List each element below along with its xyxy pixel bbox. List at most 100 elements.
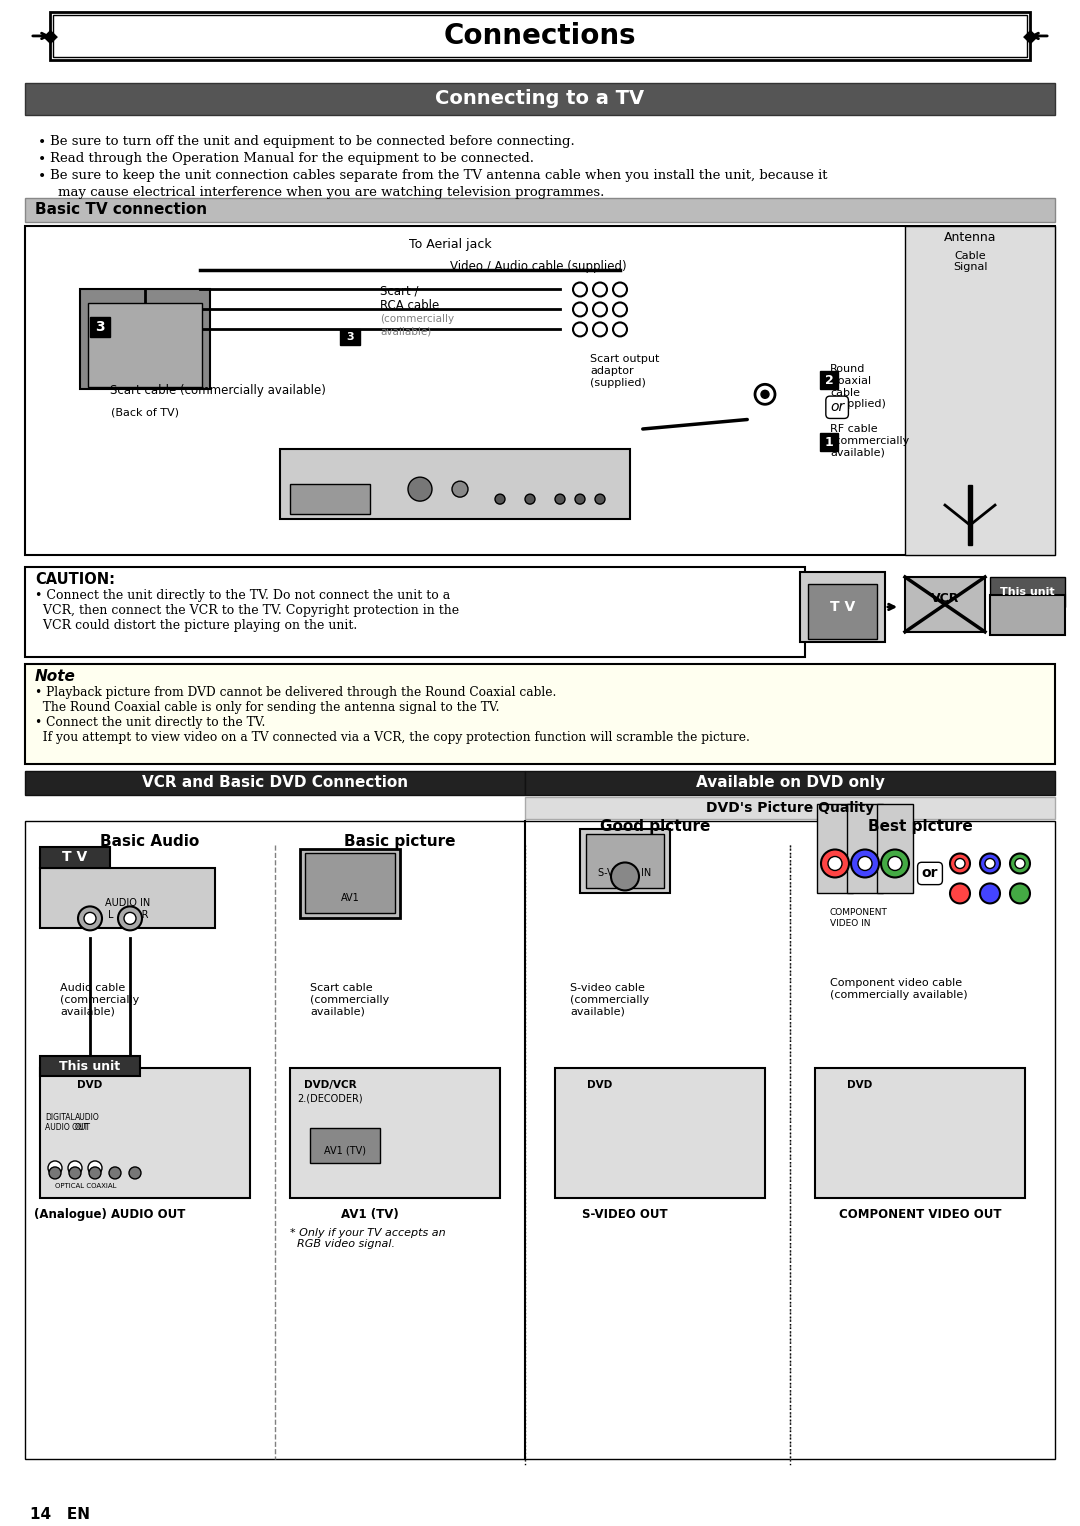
Text: • Connect the unit directly to the TV. Do not connect the unit to a
  VCR, then : • Connect the unit directly to the TV. D… [35,589,459,632]
Circle shape [87,1161,102,1175]
Circle shape [851,850,879,877]
Circle shape [555,494,565,504]
Circle shape [980,884,1000,903]
Text: DVD's Picture Quality: DVD's Picture Quality [706,801,874,815]
Circle shape [89,1167,102,1180]
Bar [808,584,877,639]
Text: ◆: ◆ [1023,26,1038,46]
Circle shape [48,1161,62,1175]
Text: (commercially
available): (commercially available) [380,314,454,336]
Circle shape [573,322,588,336]
Bar [53,15,1027,56]
Bar [50,12,1030,60]
Circle shape [593,302,607,316]
Text: Basic Audio: Basic Audio [100,833,200,848]
Bar [25,771,525,795]
Text: S-video cable
(commercially
available): S-video cable (commercially available) [570,983,649,1016]
Bar [990,595,1065,635]
Circle shape [821,850,849,877]
Text: Scart output
adaptor
(supplied): Scart output adaptor (supplied) [590,354,660,388]
Text: or: or [831,400,845,414]
Circle shape [613,322,627,336]
Text: Note: Note [35,668,76,684]
Text: Video / Audio cable (supplied): Video / Audio cable (supplied) [450,259,626,273]
Circle shape [881,850,909,877]
Text: Connections: Connections [444,21,636,50]
Text: Connecting to a TV: Connecting to a TV [435,90,645,108]
Text: may cause electrical interference when you are watching television programmes.: may cause electrical interference when y… [58,186,605,198]
Text: Round
Coaxial
cable
(supplied): Round Coaxial cable (supplied) [831,365,886,409]
Text: Basic picture: Basic picture [345,833,456,848]
Circle shape [593,322,607,336]
Text: T V: T V [831,600,855,613]
Text: This unit: This unit [1000,588,1054,597]
Text: DVD: DVD [848,1080,873,1090]
Text: RF cable
(commercially
available): RF cable (commercially available) [831,424,909,458]
Text: DVD/VCR: DVD/VCR [303,1080,356,1090]
Text: To Aerial jack: To Aerial jack [408,238,491,250]
Circle shape [1010,853,1030,873]
Text: Component video cable
(commercially available): Component video cable (commercially avai… [831,978,968,1000]
Text: DVD: DVD [588,1080,612,1090]
Circle shape [573,282,588,296]
Circle shape [613,302,627,316]
Text: •: • [38,151,46,166]
Text: OPTICAL COAXIAL: OPTICAL COAXIAL [55,1183,117,1189]
Bar [905,226,1055,555]
Text: AUDIO
OUT: AUDIO OUT [75,1112,99,1132]
Bar [968,485,972,545]
Text: DVD: DVD [78,1080,103,1090]
Text: S-VIDEO OUT: S-VIDEO OUT [582,1209,667,1221]
Text: VCR and Basic DVD Connection: VCR and Basic DVD Connection [141,775,408,790]
Circle shape [573,302,588,316]
Text: Read through the Operation Manual for the equipment to be connected.: Read through the Operation Manual for th… [50,151,534,165]
Bar [800,572,885,642]
Circle shape [495,494,505,504]
Bar [25,664,1055,763]
Bar [291,484,370,514]
Circle shape [408,478,432,501]
Bar [525,771,1055,795]
Circle shape [611,862,639,891]
Circle shape [129,1167,141,1180]
Bar [905,577,985,632]
Bar [25,226,1055,555]
Text: DIGITAL
AUDIO OUT: DIGITAL AUDIO OUT [45,1112,89,1132]
Text: AV1: AV1 [340,893,360,903]
Text: •: • [38,169,46,183]
Bar [820,371,838,389]
Text: or: or [921,867,939,881]
Bar [40,1056,140,1076]
Text: Good picture: Good picture [599,818,711,833]
Text: ◆: ◆ [42,26,57,46]
Circle shape [955,859,966,868]
Text: This unit: This unit [59,1059,121,1073]
Circle shape [985,859,995,868]
Bar [525,797,1055,818]
Text: AV1 (TV): AV1 (TV) [324,1146,366,1157]
Text: •: • [38,134,46,148]
Circle shape [124,913,136,925]
Circle shape [68,1161,82,1175]
Text: Be sure to turn off the unit and equipment to be connected before connecting.: Be sure to turn off the unit and equipme… [50,134,575,148]
Text: Scart cable (commercially available): Scart cable (commercially available) [110,385,326,397]
Circle shape [1010,884,1030,903]
Bar [90,317,110,337]
Circle shape [888,856,902,870]
Circle shape [858,856,872,870]
Text: T V: T V [63,850,87,865]
Circle shape [595,494,605,504]
Bar [310,1128,380,1163]
Bar [291,1068,500,1198]
Bar [40,847,110,868]
Text: (Analogue) AUDIO OUT: (Analogue) AUDIO OUT [35,1209,186,1221]
Text: 2.(DECODER): 2.(DECODER) [297,1093,363,1103]
Bar [25,82,1055,114]
Circle shape [69,1167,81,1180]
Circle shape [593,282,607,296]
Circle shape [78,906,102,931]
Circle shape [761,391,769,398]
Circle shape [525,494,535,504]
Text: • Playback picture from DVD cannot be delivered through the Round Coaxial cable.: • Playback picture from DVD cannot be de… [35,685,750,743]
Bar [40,1068,249,1198]
